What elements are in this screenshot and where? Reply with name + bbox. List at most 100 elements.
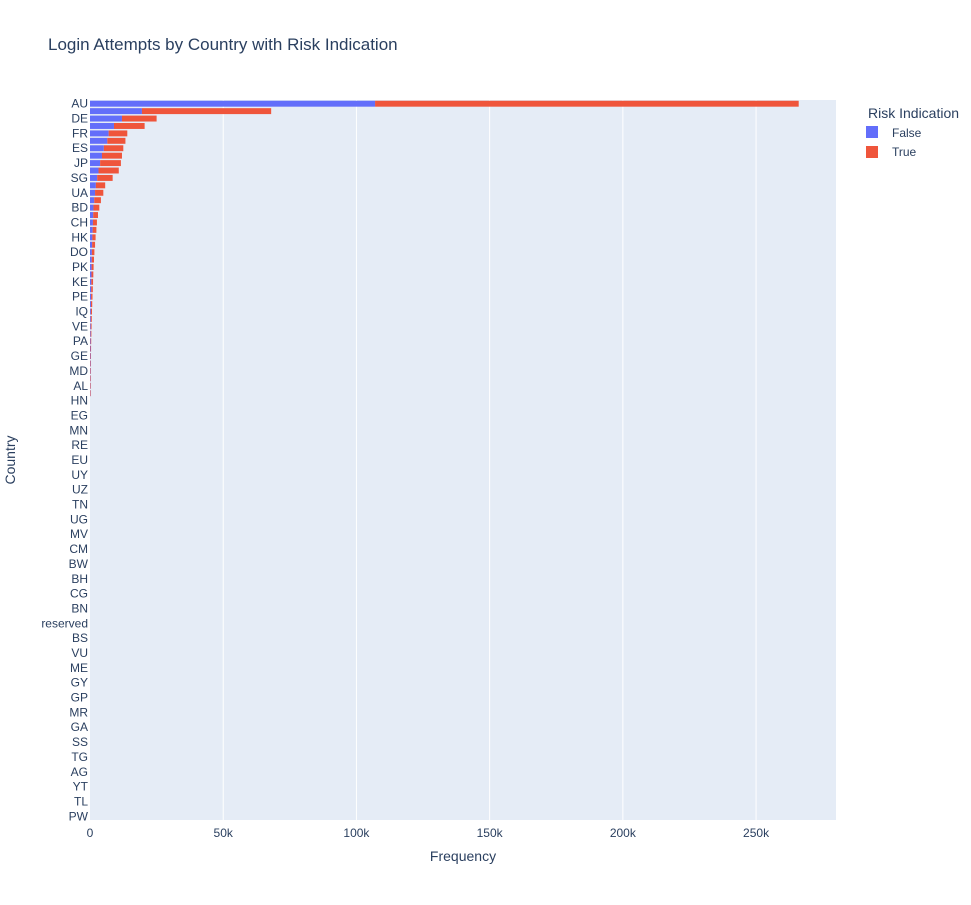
bar-false[interactable] (90, 278, 92, 285)
y-tick-label: BN (71, 601, 88, 615)
bar-true[interactable] (94, 197, 101, 204)
bar-false[interactable] (90, 204, 94, 211)
grid-lines (222, 100, 757, 820)
bar-false[interactable] (90, 189, 96, 196)
bar-true[interactable] (90, 375, 91, 382)
bar-false[interactable] (90, 353, 91, 360)
bar-true[interactable] (90, 360, 91, 367)
bar-false[interactable] (90, 293, 92, 300)
bar-true[interactable] (91, 256, 94, 263)
bar-true[interactable] (92, 219, 97, 226)
bar-true[interactable] (91, 249, 95, 256)
bar-false[interactable] (90, 115, 122, 122)
bar-true[interactable] (90, 345, 92, 352)
bar-false[interactable] (90, 286, 92, 293)
bar-false[interactable] (90, 323, 91, 330)
bar-false[interactable] (90, 375, 91, 382)
bar-true[interactable] (113, 123, 145, 129)
bar-false[interactable] (90, 108, 142, 115)
bar-false[interactable] (90, 219, 93, 226)
bar-false[interactable] (90, 100, 376, 107)
legend-item-false[interactable]: False (866, 126, 922, 140)
bar-true[interactable] (100, 160, 121, 167)
bar-true[interactable] (92, 241, 96, 248)
bar-false[interactable] (90, 345, 91, 352)
x-tick-label: 200k (610, 826, 637, 840)
bar-true[interactable] (141, 108, 272, 115)
legend[interactable]: Risk Indication False True (866, 105, 959, 159)
bar-false[interactable] (90, 197, 95, 204)
bar-false[interactable] (90, 249, 92, 256)
bar-false[interactable] (90, 360, 91, 367)
bar-false[interactable] (90, 130, 109, 137)
bar-true[interactable] (95, 189, 104, 196)
y-tick-label: HN (71, 394, 88, 408)
bar-false[interactable] (90, 271, 92, 278)
bar-true[interactable] (91, 293, 93, 300)
bar-true[interactable] (90, 323, 92, 330)
bar-false[interactable] (90, 330, 91, 337)
bar-true[interactable] (91, 278, 94, 285)
bar-true[interactable] (101, 152, 122, 159)
bar-true[interactable] (90, 390, 91, 397)
bar-true[interactable] (90, 308, 92, 315)
bar-true[interactable] (92, 226, 97, 233)
bar-false[interactable] (90, 316, 91, 322)
y-tick-label: BH (71, 572, 88, 586)
legend-swatch-true (866, 146, 878, 158)
bar-true[interactable] (90, 367, 91, 374)
y-tick-label: FR (72, 126, 88, 140)
y-tick-label: CG (70, 587, 88, 601)
bar-true[interactable] (93, 204, 100, 211)
bar-true[interactable] (92, 234, 96, 241)
y-tick-label: GE (71, 349, 88, 363)
y-tick-label: TN (72, 498, 88, 512)
bar-true[interactable] (90, 316, 92, 322)
bar-true[interactable] (98, 167, 119, 174)
bar-false[interactable] (90, 241, 93, 248)
bar-true[interactable] (108, 130, 128, 137)
bar-false[interactable] (90, 137, 108, 144)
bar-true[interactable] (95, 182, 106, 189)
bar-true[interactable] (375, 100, 799, 107)
bar-false[interactable] (90, 182, 96, 189)
bar-false[interactable] (90, 152, 102, 159)
y-tick-label: MD (69, 364, 88, 378)
bar-false[interactable] (90, 256, 92, 263)
bar-true[interactable] (103, 145, 124, 152)
bar-true[interactable] (91, 286, 93, 293)
bars[interactable] (90, 100, 799, 397)
bar-false[interactable] (90, 145, 104, 152)
bar-false[interactable] (90, 174, 98, 181)
y-tick-label: SS (72, 735, 88, 749)
bar-true[interactable] (97, 174, 113, 181)
legend-item-true[interactable]: True (866, 145, 917, 159)
bar-true[interactable] (91, 264, 94, 270)
bar-true[interactable] (91, 271, 94, 278)
bar-false[interactable] (90, 308, 91, 315)
x-axis-ticks: 0 50k 100k 150k 200k 250k (87, 826, 770, 840)
bar-true[interactable] (90, 338, 92, 345)
bar-false[interactable] (90, 160, 101, 167)
bar-false[interactable] (90, 264, 92, 270)
bar-false[interactable] (90, 123, 114, 129)
x-axis-title: Frequency (430, 848, 496, 864)
bar-true[interactable] (90, 330, 92, 337)
bar-false[interactable] (90, 338, 91, 345)
bar-true[interactable] (121, 115, 157, 122)
bar-true[interactable] (90, 301, 93, 308)
bar-true[interactable] (107, 137, 126, 144)
bar-false[interactable] (90, 301, 91, 308)
y-tick-label: IQ (75, 305, 88, 319)
bar-false[interactable] (90, 212, 94, 219)
y-tick-label: TG (71, 750, 88, 764)
bar-false[interactable] (90, 226, 93, 233)
bar-false[interactable] (90, 234, 93, 241)
bar-false[interactable] (90, 167, 99, 174)
y-tick-label: GP (71, 691, 88, 705)
bar-false[interactable] (90, 367, 91, 374)
bar-true[interactable] (90, 353, 91, 360)
bar-true[interactable] (90, 382, 91, 389)
bar-true[interactable] (93, 212, 98, 219)
